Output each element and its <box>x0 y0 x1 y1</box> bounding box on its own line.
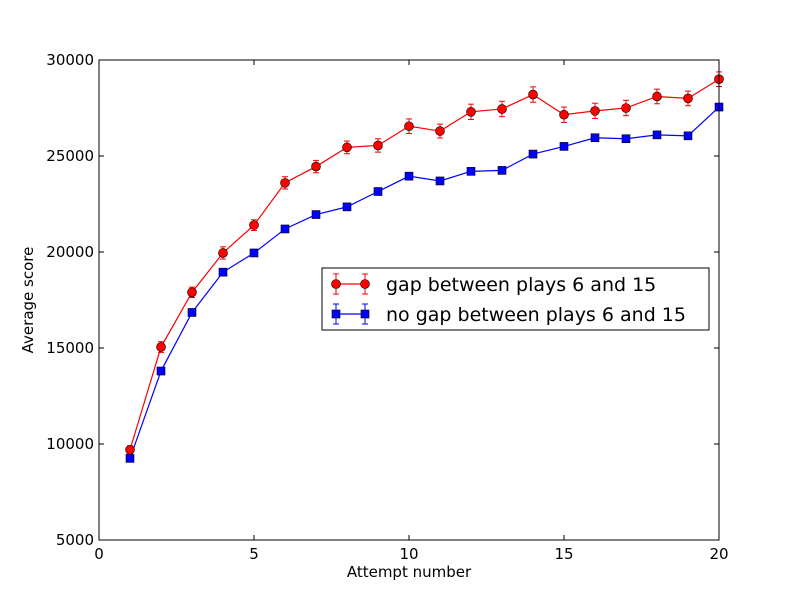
data-point <box>280 224 290 234</box>
legend-box <box>321 267 710 331</box>
legend-entry: gap between plays 6 and 15 <box>331 273 656 296</box>
data-point <box>559 142 569 151</box>
data-point <box>683 93 693 104</box>
data-point <box>404 171 414 181</box>
series-line <box>129 78 720 450</box>
x-tick-label: 20 <box>709 545 728 563</box>
legend-marker <box>331 279 341 289</box>
data-point <box>373 140 383 151</box>
legend: gap between plays 6 and 15 no gap between… <box>321 267 710 331</box>
data-point <box>156 366 166 376</box>
y-tick-label: 15000 <box>46 339 94 357</box>
y-tick-label: 30000 <box>46 51 94 69</box>
data-point <box>466 107 476 117</box>
data-point <box>683 131 693 141</box>
y-tick-label: 20000 <box>46 243 94 261</box>
data-point <box>249 248 259 258</box>
data-point <box>125 444 135 455</box>
axis-ticks: 0 5 10 15 20 5000 10000 15000 20000 25000 30000 <box>46 51 728 563</box>
data-point <box>249 220 259 230</box>
data-point <box>621 103 631 113</box>
data-point <box>311 161 321 172</box>
data-point <box>404 121 414 132</box>
data-point <box>280 178 290 188</box>
data-point <box>590 133 600 143</box>
data-point <box>652 91 662 102</box>
series-2 <box>125 102 724 463</box>
data-point <box>528 89 538 100</box>
data-point <box>435 176 445 186</box>
data-point <box>466 167 476 176</box>
x-tick-label: 5 <box>249 545 259 563</box>
data-point <box>125 454 135 463</box>
data-point <box>590 106 600 116</box>
y-tick-label: 25000 <box>46 147 94 165</box>
legend-label: no gap between plays 6 and 15 <box>386 304 686 326</box>
x-tick-label: 0 <box>94 545 104 563</box>
data-point <box>187 308 197 317</box>
series-line <box>129 106 720 459</box>
y-tick-label: 5000 <box>56 531 94 549</box>
data-point <box>528 149 538 159</box>
legend-marker <box>360 279 370 289</box>
x-axis-label: Attempt number <box>347 563 472 581</box>
x-tick-label: 10 <box>399 545 418 563</box>
data-point <box>311 210 321 219</box>
data-point <box>218 267 228 277</box>
legend-label: gap between plays 6 and 15 <box>386 274 656 296</box>
data-point <box>497 104 507 114</box>
data-point <box>497 166 507 175</box>
legend-entry: no gap between plays 6 and 15 <box>331 303 686 326</box>
plot-frame <box>98 59 720 541</box>
x-tick-label: 15 <box>554 545 573 563</box>
data-point <box>218 248 228 258</box>
data-point <box>373 187 383 196</box>
legend-marker <box>360 309 370 319</box>
legend-marker <box>331 309 341 319</box>
data-point <box>342 202 352 212</box>
data-point <box>559 109 569 120</box>
data-point <box>435 126 445 136</box>
y-tick-label: 10000 <box>46 435 94 453</box>
data-point <box>621 134 631 144</box>
data-point <box>156 342 166 352</box>
data-point <box>652 130 662 140</box>
y-axis-label: Average score <box>19 247 37 354</box>
data-point <box>342 142 352 153</box>
data-point <box>187 287 197 298</box>
